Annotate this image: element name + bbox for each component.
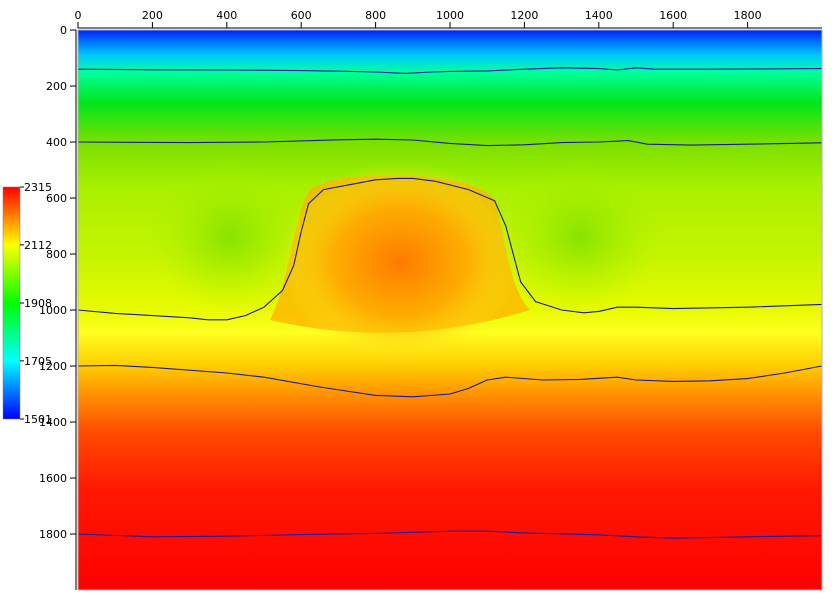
x-tick-label: 1600: [659, 9, 687, 22]
x-tick-label: 400: [216, 9, 237, 22]
contour-line: [78, 138, 822, 147]
y-tick-label: 1200: [39, 360, 67, 373]
y-tick-label: 600: [46, 192, 67, 205]
y-tick-label: 800: [46, 248, 67, 261]
y-tick-label: 1600: [39, 472, 67, 485]
contour-line: [78, 364, 822, 398]
y-tick-label: 1800: [39, 528, 67, 541]
colorbar-gradient: [2, 186, 21, 420]
x-tick-label: 1400: [585, 9, 613, 22]
x-tick-label: 800: [365, 9, 386, 22]
x-tick-label: 1800: [734, 9, 762, 22]
y-axis-left: 0 200 400 600 800 1000 1200 1400 1600 1800: [39, 24, 77, 590]
y-tick-label: 1000: [39, 304, 67, 317]
colorbar-tick-label: 2112: [24, 239, 52, 252]
y-tick-label: 200: [46, 80, 67, 93]
colorbar-tick-label: 1908: [24, 297, 52, 310]
x-tick-label: 0: [75, 9, 82, 22]
colorbar-tick-label: 1501: [24, 413, 52, 426]
y-tick-label: 1400: [39, 416, 67, 429]
x-tick-label: 200: [142, 9, 163, 22]
green-low-velocity-zone-left: [150, 162, 310, 312]
y-tick-label: 0: [60, 24, 67, 37]
contour-line: [78, 530, 822, 539]
x-axis-top: 0 200 400 600 800 1000 1200 1400 1600 1800: [75, 9, 822, 29]
x-tick-label: 600: [291, 9, 312, 22]
x-tick-label: 1000: [436, 9, 464, 22]
green-low-velocity-zone-right: [500, 162, 660, 312]
colorbar-ticks: 2315 2112 1908 1705 1501: [20, 181, 52, 426]
colorbar-tick-label: 2315: [24, 181, 52, 194]
contour-line: [78, 177, 822, 321]
contour-lines: [78, 67, 822, 539]
y-tick-label: 400: [46, 136, 67, 149]
plot-frame: [77, 29, 823, 591]
anomaly-core: [280, 162, 520, 362]
contour-line: [78, 67, 822, 74]
heatmap-plot-area: [77, 29, 823, 591]
colorbar-tick-label: 1705: [24, 355, 52, 368]
x-tick-label: 1200: [510, 9, 538, 22]
colorbar: 2315 2112 1908 1705 1501: [2, 181, 52, 426]
